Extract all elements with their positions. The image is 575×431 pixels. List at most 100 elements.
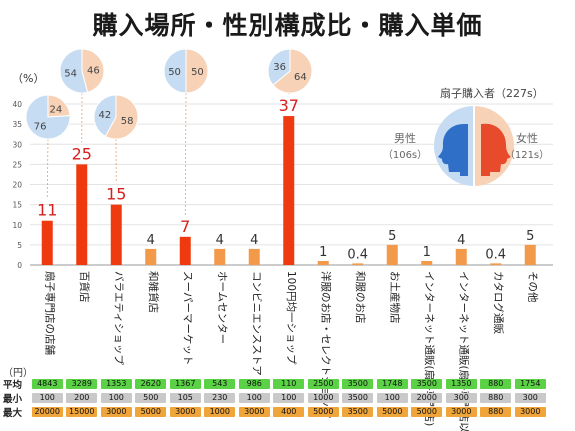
bar: [41, 220, 53, 265]
data-label: 5: [526, 229, 534, 244]
table-cell: 3000: [100, 407, 132, 417]
table-cell: 1350: [445, 379, 477, 389]
data-label: 0.4: [347, 247, 368, 262]
pie-slice-female-label: 24: [49, 105, 62, 116]
table-cell: 1000: [307, 393, 339, 403]
table-cell: 230: [204, 393, 236, 403]
pie-slice-female: [81, 48, 105, 93]
x-tick-label: バラエティショップ: [112, 271, 124, 365]
y-tick-label: 40: [12, 100, 22, 109]
table-cell: 2620: [135, 379, 167, 389]
table-cell: 3289: [66, 379, 98, 389]
table-cell: 5000: [135, 407, 167, 417]
table-cell: 3500: [342, 379, 374, 389]
pie-slice-female: [104, 94, 139, 140]
table-row-label: 最大: [3, 408, 23, 419]
y-tick-label: 30: [12, 140, 22, 149]
x-tick-label: その他: [526, 271, 539, 303]
male-count: （106s）: [382, 150, 428, 161]
pie-slice-male: [59, 48, 89, 94]
data-label: 25: [72, 144, 92, 163]
table-cell: 2500: [307, 379, 339, 389]
y-axis-label: （%）: [12, 72, 45, 85]
table-cell: 3000: [514, 407, 546, 417]
bar: [248, 248, 260, 265]
table-cell: 3000: [445, 407, 477, 417]
pie-slice-female-label: 46: [87, 66, 100, 77]
x-tick-label: ホームセンター: [216, 271, 228, 344]
table-cell: 1748: [376, 379, 408, 389]
table-cell: 200: [66, 393, 98, 403]
y-tick-label: 10: [12, 221, 22, 230]
x-tick-label: 和服のお店: [354, 271, 367, 324]
x-tick-label: カタログ通販: [492, 271, 505, 334]
pie-slice-male-label: 50: [168, 67, 181, 78]
table-cell: 5000: [376, 407, 408, 417]
data-label: 15: [106, 185, 126, 204]
bar: [179, 236, 191, 265]
pie-slice-female: [47, 94, 71, 118]
table-cell: 543: [204, 379, 236, 389]
bar: [283, 116, 295, 265]
data-label: 1: [423, 245, 431, 260]
x-tick-label: 100円均一ショップ: [285, 271, 297, 365]
pie-slice-male: [93, 94, 117, 137]
pie-slice-male-label: 42: [99, 110, 112, 121]
pie-slice-female-label: 64: [294, 72, 307, 83]
table-cell: 105: [169, 393, 201, 403]
pie-slice-female-label: 50: [191, 67, 204, 78]
bar: [110, 204, 122, 265]
table-cell: 300: [445, 393, 477, 403]
pie-slice-male-label: 36: [273, 62, 286, 73]
table-cell: 1000: [204, 407, 236, 417]
table-cell: 1367: [169, 379, 201, 389]
table-cell: 100: [273, 393, 305, 403]
bar: [386, 244, 398, 265]
bar: [524, 244, 536, 265]
data-label: 4: [250, 233, 258, 248]
table-cell: 2000: [411, 393, 443, 403]
pie-slice-male-label: 54: [64, 68, 77, 79]
table-cell: 880: [480, 393, 512, 403]
bar: [455, 248, 467, 265]
x-tick-label: 和雑貨店: [147, 271, 160, 313]
male-label: 男性: [394, 132, 416, 145]
table-cell: 500: [135, 393, 167, 403]
table-cell: 880: [480, 379, 512, 389]
table-cell: 100: [238, 393, 270, 403]
data-label: 7: [180, 217, 190, 236]
x-tick-label: 扇子専門店の店舗: [43, 271, 56, 355]
x-tick-label: インターネット通販(扇子専門店以外): [457, 271, 470, 431]
table-cell: 100: [100, 393, 132, 403]
pie-slice-female-label: 58: [121, 116, 134, 127]
leader-line: [46, 138, 49, 199]
table-cell: 5000: [411, 407, 443, 417]
table-cell: 5000: [307, 407, 339, 417]
y-tick-label: 15: [12, 201, 22, 210]
table-cell: 3500: [411, 379, 443, 389]
table-unit: （円）: [3, 368, 33, 379]
x-tick-label: 百貨店: [78, 271, 91, 303]
table-cell: 400: [273, 407, 305, 417]
male-head-icon: [438, 124, 468, 176]
data-label: 0.4: [485, 247, 506, 262]
x-tick-label: コンビニエンスストア: [250, 271, 262, 376]
pie-slice-male: [163, 48, 187, 94]
data-label: 37: [279, 96, 299, 115]
chart-title: 購入場所・性別構成比・購入単価: [92, 11, 483, 40]
table-cell: 3000: [238, 407, 270, 417]
pie-slice-female: [272, 48, 313, 94]
y-tick-label: 0: [17, 261, 22, 270]
table-cell: 300: [514, 393, 546, 403]
table-cell: 3500: [342, 407, 374, 417]
leader-line: [184, 92, 187, 215]
table-cell: 15000: [66, 407, 98, 417]
bar: [352, 263, 364, 265]
table-row-label: 最小: [3, 394, 23, 405]
x-tick-label: スーパーマーケット: [181, 271, 193, 365]
data-label: 11: [37, 201, 57, 220]
data-label: 4: [147, 233, 155, 248]
table-cell: 986: [238, 379, 270, 389]
table-row-label: 平均: [3, 380, 23, 391]
data-label: 4: [457, 233, 465, 248]
